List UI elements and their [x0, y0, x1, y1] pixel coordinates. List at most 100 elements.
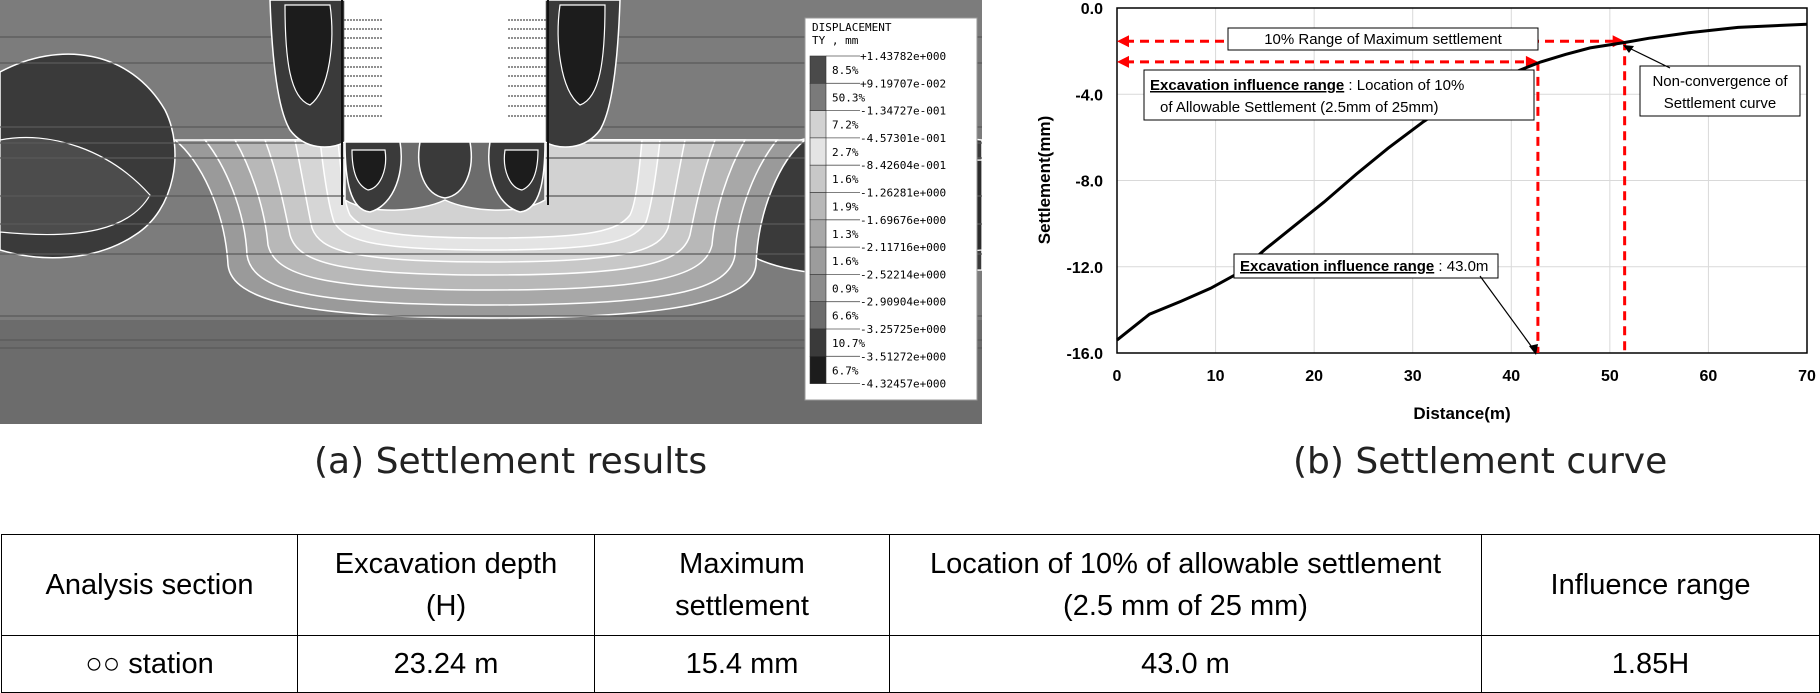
allowable-arrowhead-right — [1525, 55, 1538, 68]
table-header-row: Analysis section Excavation depth (H) Ma… — [1, 534, 1820, 636]
legend-level-label: -2.52214e+000 — [860, 268, 946, 281]
x-tick-label: 20 — [1305, 368, 1323, 385]
caption-settlement-curve: (b) Settlement curve — [1293, 441, 1668, 482]
legend-swatch — [809, 55, 827, 84]
range-annotation-text: 10% Range of Maximum settlement — [1264, 31, 1502, 48]
result-annotation-value: : 43.0m — [1434, 258, 1488, 275]
legend-level-label: -4.57301e-001 — [860, 132, 946, 145]
y-tick-label: -8.0 — [1075, 174, 1103, 191]
legend-subtitle: TY , mm — [812, 34, 859, 47]
legend-percent-label: 6.6% — [832, 310, 859, 323]
header-analysis-section: Analysis section — [1, 534, 298, 636]
legend-level-label: +1.43782e+000 — [860, 50, 946, 63]
anchor-marks — [344, 19, 546, 117]
settlement-contour-plot: DISPLACEMENT TY , mm +1.43782e+000 +9.197… — [0, 0, 982, 424]
legend-swatch — [809, 137, 827, 166]
legend-percent-label: 10.7% — [832, 337, 865, 350]
caption-settlement-results: (a) Settlement results — [314, 441, 708, 482]
legend-swatch — [809, 192, 827, 221]
influence-annotation-rest: : Location of 10% — [1344, 77, 1464, 94]
cell-maximum-settlement: 15.4 mm — [594, 635, 890, 693]
nonconvergence-pointer — [1626, 46, 1671, 69]
cell-allowable-location: 43.0 m — [889, 635, 1482, 693]
header-influence-range: Influence range — [1481, 534, 1820, 636]
influence-annotation-box — [1143, 69, 1535, 121]
x-tick-label: 50 — [1601, 368, 1619, 385]
ten-percent-arrowhead-left — [1117, 35, 1129, 48]
excavation-pit — [345, 0, 545, 142]
legend-percent-label: 7.2% — [832, 119, 859, 132]
legend-swatch — [809, 164, 827, 193]
influence-annotation-line2: of Allowable Settlement (2.5mm of 25mm) — [1160, 99, 1438, 116]
range-annotation-box — [1227, 27, 1539, 51]
chart-grid — [1117, 8, 1807, 353]
contour-heave-right-core — [503, 149, 539, 191]
contour-left-lobe-inner — [0, 136, 151, 236]
contour-heave-center — [418, 141, 472, 199]
nonconvergence-line2: Settlement curve — [1664, 95, 1777, 112]
cell-excavation-depth: 23.24 m — [297, 635, 595, 693]
legend-swatch — [809, 328, 827, 357]
legend-swatch — [809, 219, 827, 248]
plot-area-frame — [1116, 7, 1808, 354]
result-annotation-title: Excavation influence range — [1240, 258, 1434, 275]
contour-heave-left-core — [351, 149, 387, 191]
cell-analysis-section: ○○ station — [1, 635, 298, 693]
nonconvergence-arrowhead — [1623, 45, 1634, 53]
legend-percent-label: 50.3% — [832, 91, 865, 104]
result-annotation-line: Excavation influence range : 43.0m — [1240, 258, 1488, 275]
allowable-arrowhead-left — [1117, 55, 1129, 68]
legend-swatch — [809, 110, 827, 139]
legend-level-label: -1.26281e+000 — [860, 187, 946, 200]
y-tick-label: -16.0 — [1067, 346, 1104, 363]
legend-swatch — [809, 355, 827, 384]
legend-percent-label: 1.6% — [832, 173, 859, 186]
result-annotation-box — [1233, 253, 1499, 279]
legend-level-label: -4.32457e+000 — [860, 378, 946, 391]
legend-level-label: -8.42604e-001 — [860, 159, 946, 172]
contour-right-wall-core — [557, 4, 606, 106]
legend-percent-label: 6.7% — [832, 364, 859, 377]
legend-level-label: -3.51272e+000 — [860, 350, 946, 363]
y-axis-label: Settlement(mm) — [1035, 116, 1054, 244]
legend-swatch — [809, 274, 827, 302]
legend-swatch — [809, 83, 827, 111]
x-tick-label: 70 — [1798, 368, 1816, 385]
legend-level-label: -1.34727e-001 — [860, 105, 946, 118]
legend-title: DISPLACEMENT — [812, 21, 892, 34]
y-tick-label: 0.0 — [1081, 1, 1103, 18]
result-pointer — [1479, 275, 1535, 351]
legend-percent-label: 1.6% — [832, 255, 859, 268]
y-tick-label: -12.0 — [1067, 260, 1104, 277]
legend-percent-label: 8.5% — [832, 64, 859, 77]
influence-annotation-title: Excavation influence range — [1150, 77, 1344, 94]
nonconvergence-box — [1639, 65, 1801, 117]
influence-annotation-line1: Excavation influence range : Location of… — [1150, 77, 1464, 94]
legend-swatch — [809, 301, 827, 330]
header-excavation-depth: Excavation depth (H) — [297, 534, 595, 636]
legend-percent-label: 1.3% — [832, 228, 859, 241]
legend-level-label: -2.90904e+000 — [860, 296, 946, 309]
table-row: ○○ station 23.24 m 15.4 mm 43.0 m 1.85H — [1, 635, 1820, 693]
legend-swatch — [809, 246, 827, 275]
legend-level-label: -1.69676e+000 — [860, 214, 946, 227]
header-allowable-location: Location of 10% of allowable settlement … — [889, 534, 1482, 636]
legend-percent-label: 0.9% — [832, 282, 859, 295]
legend-percent-label: 1.9% — [832, 201, 859, 214]
x-tick-label: 40 — [1502, 368, 1520, 385]
x-tick-label: 10 — [1207, 368, 1225, 385]
x-tick-label: 0 — [1113, 368, 1122, 385]
summary-table: Analysis section Excavation depth (H) Ma… — [1, 534, 1820, 693]
header-maximum-settlement: Maximum settlement — [594, 534, 890, 636]
x-axis-label: Distance(m) — [1413, 404, 1510, 423]
result-arrowhead — [1529, 344, 1538, 355]
y-tick-label: -4.0 — [1075, 87, 1103, 104]
displacement-legend: DISPLACEMENT TY , mm +1.43782e+000 +9.197… — [804, 17, 978, 401]
nonconvergence-line1: Non-convergence of — [1652, 73, 1788, 90]
x-tick-label: 30 — [1404, 368, 1422, 385]
legend-percent-label: 2.7% — [832, 146, 859, 159]
legend-level-label: -2.11716e+000 — [860, 241, 946, 254]
legend-level-label: -3.25725e+000 — [860, 323, 946, 336]
cell-influence-range: 1.85H — [1481, 635, 1820, 693]
legend-frame — [804, 17, 978, 401]
